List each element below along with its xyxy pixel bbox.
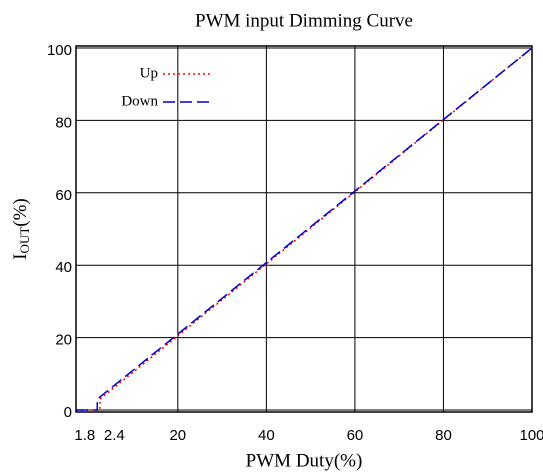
- y-tick-label: 100: [47, 42, 72, 59]
- legend-label: Up: [140, 65, 158, 81]
- chart-title: PWM input Dimming Curve: [195, 10, 413, 31]
- plot-frame: [75, 45, 533, 413]
- x-axis-label: PWM Duty(%): [246, 450, 363, 471]
- x-tick-label: 1.8: [74, 427, 95, 444]
- series-line: [76, 47, 533, 411]
- y-tick-label: 40: [55, 259, 72, 276]
- x-tick-label: 80: [435, 427, 452, 444]
- x-tick-label: 40: [258, 427, 275, 444]
- x-tick-label: 100: [519, 427, 543, 444]
- y-label-suffix: (%): [10, 198, 31, 226]
- x-tick-label: 2.4: [104, 427, 125, 444]
- x-tick-label: 20: [169, 427, 186, 444]
- y-tick-label: 20: [55, 332, 72, 349]
- y-label-main: I: [10, 253, 31, 259]
- y-tick-label: 60: [55, 187, 72, 204]
- y-axis-label: IOUT(%): [10, 198, 32, 260]
- y-label-sub: OUT: [17, 227, 32, 254]
- x-tick-label: 60: [347, 427, 364, 444]
- y-tick-label: 0: [64, 404, 72, 421]
- legend-label: Down: [121, 93, 158, 109]
- y-tick-label: 80: [55, 114, 72, 131]
